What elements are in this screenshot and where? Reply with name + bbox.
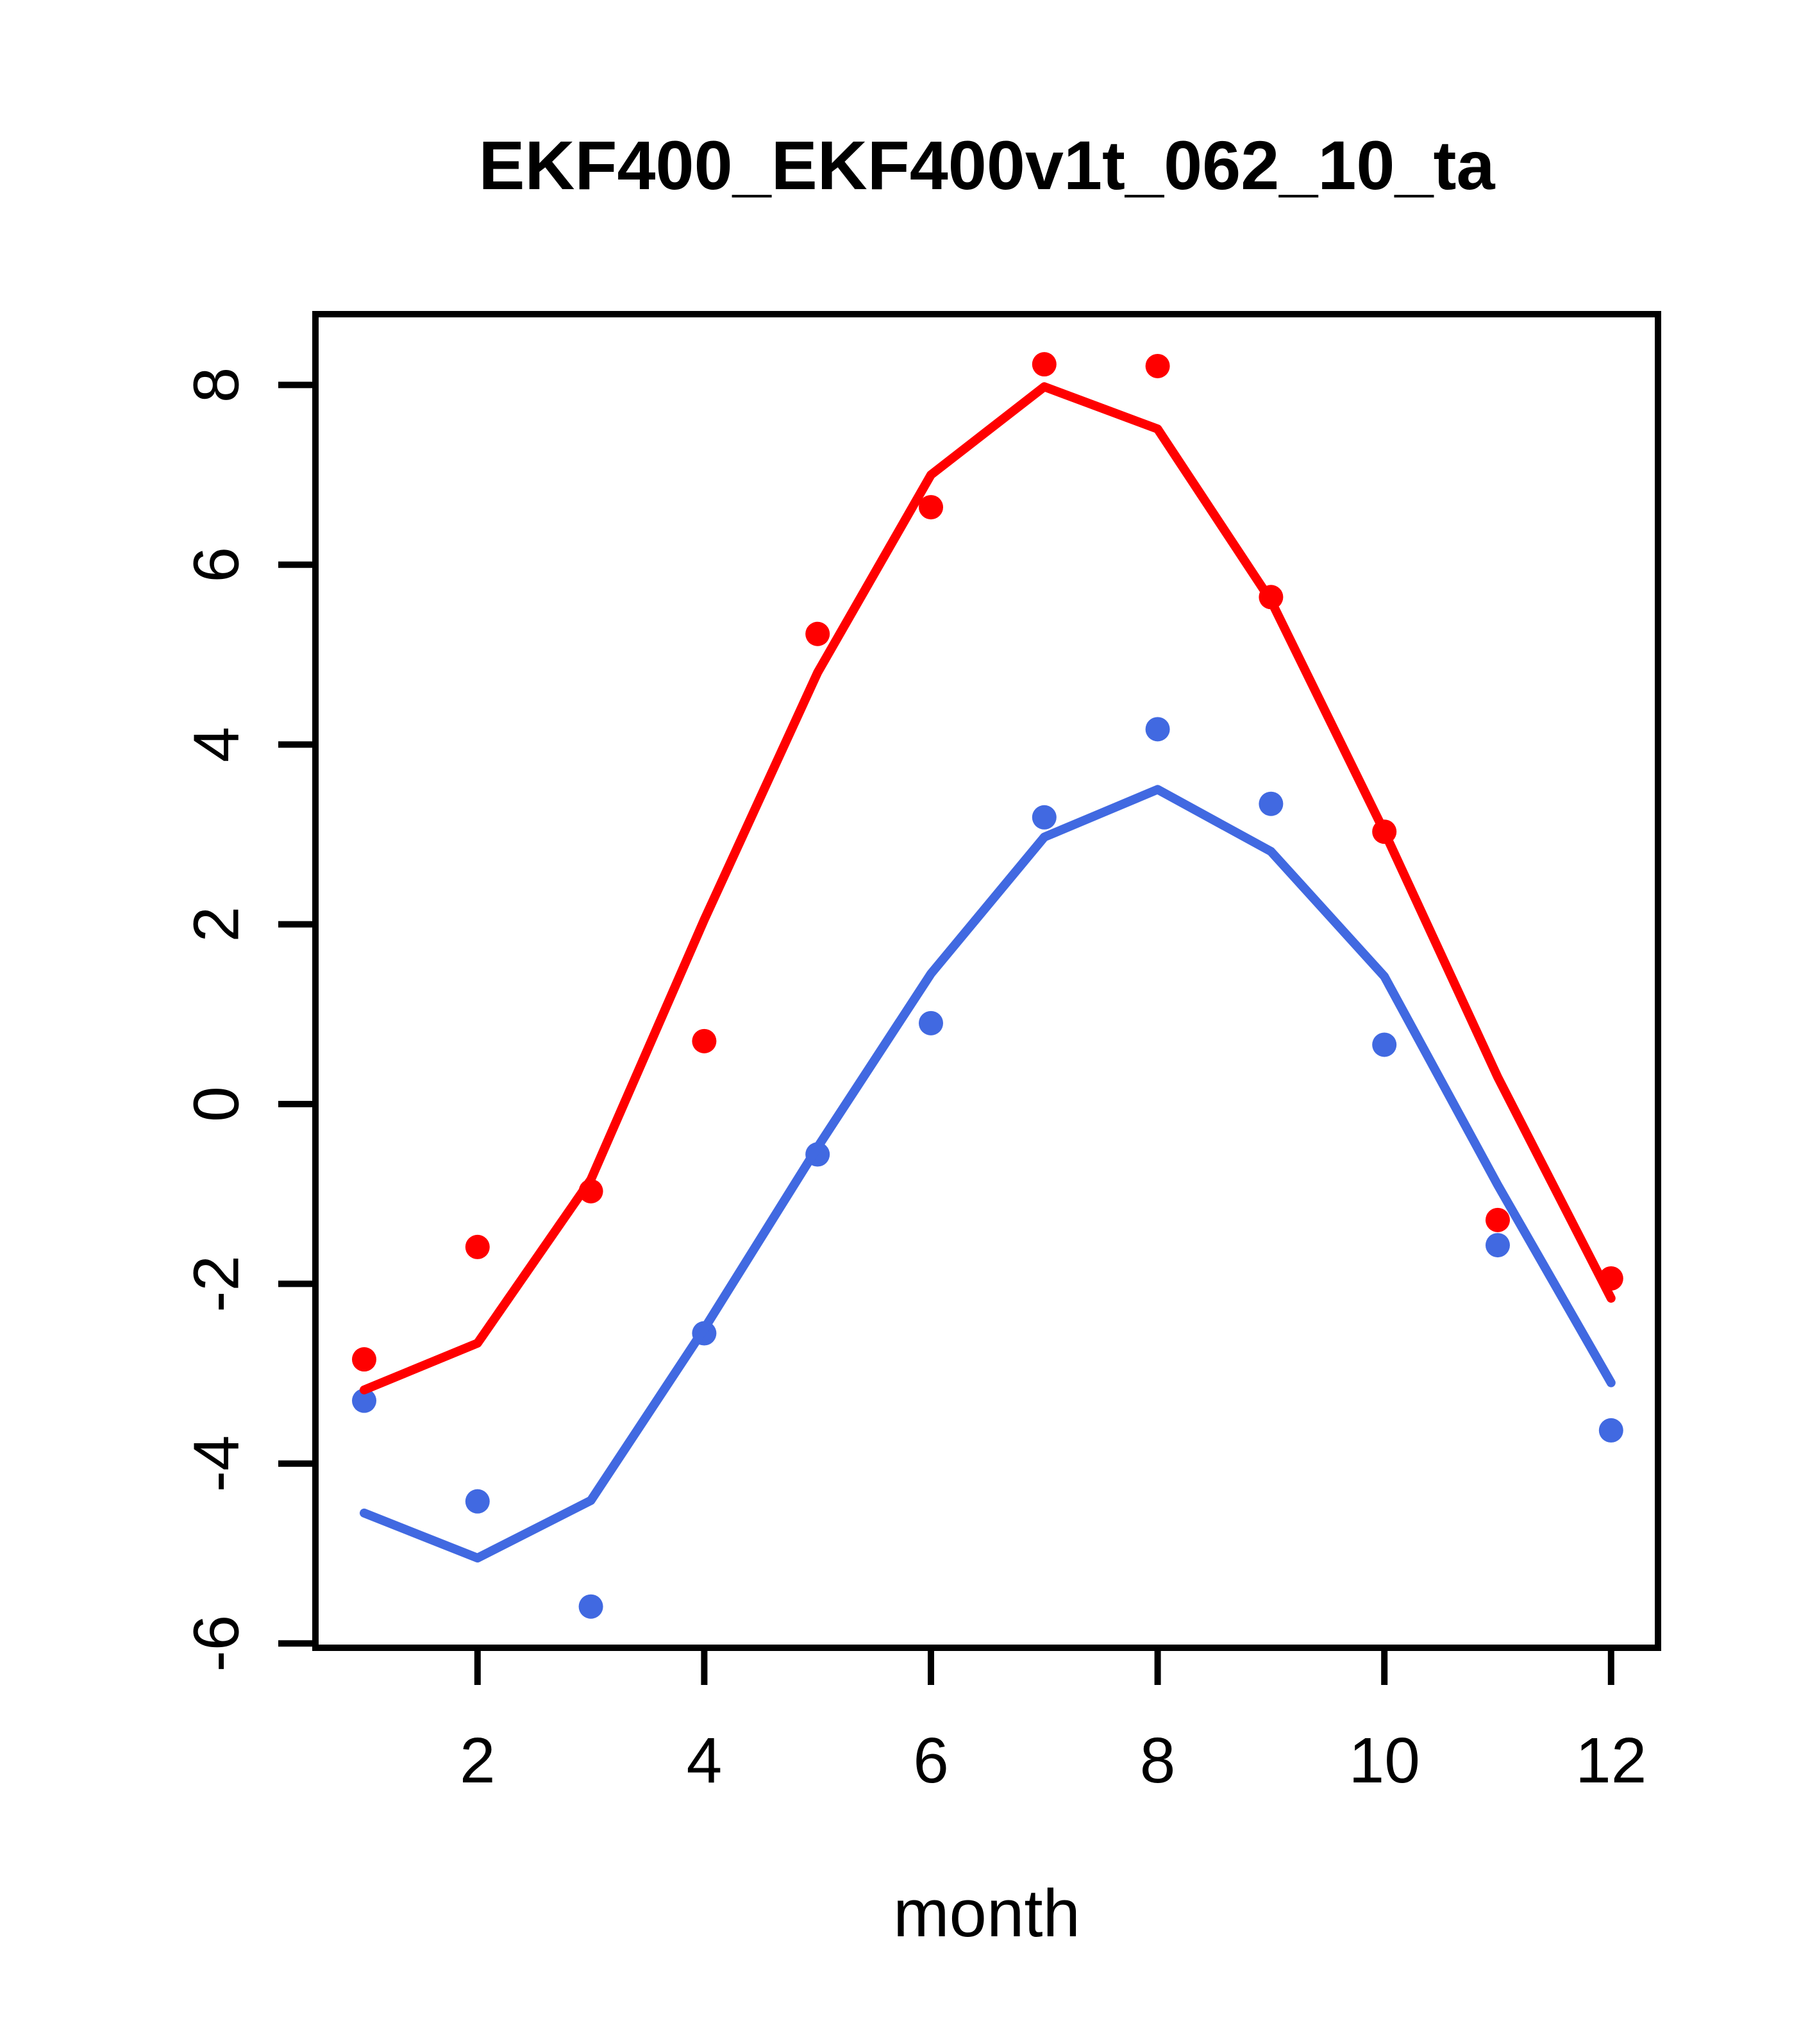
- y-tick-label: -4: [180, 1435, 252, 1492]
- blue-point: [1032, 805, 1057, 830]
- blue-point: [919, 1010, 943, 1035]
- red-point: [692, 1028, 717, 1053]
- y-tick-label: 2: [180, 907, 252, 942]
- y-tick-label: 0: [180, 1086, 252, 1122]
- blue-point: [465, 1489, 490, 1514]
- red-point: [805, 621, 830, 646]
- y-tick-label: -6: [180, 1615, 252, 1672]
- blue-point: [1486, 1233, 1510, 1258]
- x-tick-label: 8: [1140, 1725, 1176, 1797]
- y-tick-label: -2: [180, 1255, 252, 1312]
- blue-line: [360, 785, 1616, 1563]
- x-tick-label: 6: [913, 1725, 949, 1797]
- blue-point: [1259, 791, 1284, 816]
- x-tick-label: 12: [1575, 1725, 1646, 1797]
- blue-point: [1598, 1418, 1623, 1443]
- red-point: [1486, 1207, 1510, 1232]
- x-tick-label: 4: [687, 1725, 723, 1797]
- y-tick-label: 4: [180, 726, 252, 762]
- chart-title: EKF400_EKF400v1t_062_10_ta: [478, 126, 1495, 204]
- series-layer: [352, 352, 1623, 1619]
- red-line: [360, 382, 1616, 1395]
- red-point: [352, 1347, 376, 1372]
- blue-point: [352, 1388, 376, 1413]
- blue-point: [1145, 717, 1170, 742]
- axes-layer: 2 4 6 8 10 12 -6 -4 -2 0 2 4 6 8: [180, 311, 1661, 1797]
- y-tick-label: 8: [180, 367, 252, 403]
- y-tick-label: 6: [180, 547, 252, 583]
- red-point: [919, 495, 943, 520]
- plot-box: [312, 311, 1661, 1651]
- red-point: [1032, 352, 1057, 377]
- x-tick-label: 10: [1349, 1725, 1420, 1797]
- red-point: [1145, 353, 1170, 378]
- x-axis-label: month: [893, 1876, 1080, 1951]
- x-tick-label: 2: [460, 1725, 496, 1797]
- blue-point: [578, 1594, 603, 1619]
- blue-point: [1372, 1032, 1397, 1057]
- red-point: [465, 1234, 490, 1259]
